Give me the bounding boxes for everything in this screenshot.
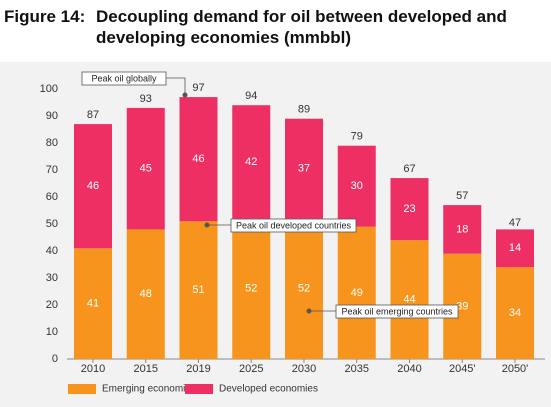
legend-label: Developed economies: [219, 384, 318, 395]
y-tick-label: 20: [46, 299, 58, 311]
bar-segment: [337, 145, 376, 227]
total-label: 94: [245, 90, 257, 102]
bar-segment: [179, 97, 218, 222]
annotation: Peak oil developed countries: [236, 220, 352, 230]
y-tick-label: 80: [46, 137, 58, 149]
value-label: 30: [351, 180, 363, 192]
value-label: 46: [87, 180, 99, 192]
y-tick-label: 10: [46, 326, 58, 338]
x-tick-label: 2019: [186, 363, 210, 375]
y-tick-label: 70: [46, 164, 58, 176]
x-tick-label: 2015: [134, 363, 158, 375]
annotation-leader: [166, 77, 186, 95]
value-label: 52: [298, 283, 310, 295]
annotation-dot: [182, 92, 188, 98]
annotation-dot: [204, 222, 210, 228]
bar-segment: [126, 229, 165, 359]
y-tick-label: 100: [40, 83, 58, 95]
bar-segment: [126, 107, 165, 230]
y-tick-label: 30: [46, 272, 58, 284]
annotation: Peak oil globally: [91, 73, 157, 83]
value-label: 48: [140, 288, 152, 300]
bar-segment: [443, 205, 482, 254]
y-tick-label: 50: [46, 218, 58, 230]
legend-label: Emerging economies: [102, 384, 196, 395]
annotation-dot: [306, 308, 312, 314]
bar-segment: [496, 267, 534, 359]
chart-title: Decoupling demand for oil between develo…: [96, 7, 507, 47]
x-tick-label: 2010: [81, 363, 105, 375]
total-label: 97: [192, 82, 204, 94]
value-label: 39: [456, 300, 468, 312]
annotation-box: [81, 71, 167, 86]
total-label: 47: [509, 217, 521, 229]
value-label: 41: [87, 298, 99, 310]
legend-swatch: [68, 384, 96, 394]
bar-segment: [232, 105, 271, 219]
value-label: 44: [403, 294, 415, 306]
bar-segment: [390, 240, 429, 359]
annotation-box: [335, 304, 459, 319]
bar-segment: [74, 248, 112, 359]
bar-segment: [285, 118, 323, 219]
x-tick-label: 2040: [397, 363, 421, 375]
total-label: 89: [298, 104, 310, 116]
y-tick-label: 60: [46, 191, 58, 203]
total-label: 87: [87, 109, 99, 121]
x-tick-label: 2030: [292, 363, 316, 375]
bar-segment: [496, 229, 534, 268]
value-label: 49: [351, 287, 363, 299]
value-label: 45: [140, 163, 152, 175]
y-tick-label: 40: [46, 245, 58, 257]
value-label: 51: [192, 284, 204, 296]
value-label: 34: [509, 307, 521, 319]
x-tick-label: 2050': [502, 363, 529, 375]
bar-segment: [232, 218, 271, 359]
bar-segment: [390, 178, 429, 241]
legend-swatch: [185, 384, 213, 394]
x-tick-label: 2045': [449, 363, 476, 375]
header: Figure 14: Decoupling demand for oil bet…: [4, 6, 544, 48]
y-tick-label: 0: [52, 353, 58, 365]
value-label: 37: [298, 163, 310, 175]
annotation: Peak oil emerging countries: [341, 306, 453, 316]
total-label: 93: [140, 93, 152, 105]
annotation-box: [230, 218, 357, 233]
value-label: 23: [403, 203, 415, 215]
total-label: 67: [403, 163, 415, 175]
y-tick-label: 90: [46, 110, 58, 122]
bar-segment: [337, 226, 376, 359]
value-label: 18: [456, 223, 468, 235]
x-tick-label: 2025: [239, 363, 263, 375]
value-label: 14: [509, 242, 521, 254]
bar-segment: [74, 124, 112, 249]
x-tick-label: 2035: [345, 363, 369, 375]
bar-segment: [179, 221, 218, 359]
total-label: 57: [456, 190, 468, 202]
figure-label: Figure 14:: [4, 7, 86, 26]
value-label: 42: [245, 156, 257, 168]
total-label: 79: [351, 131, 363, 143]
value-label: 46: [192, 153, 204, 165]
bar-segment: [285, 218, 323, 359]
value-label: 52: [245, 283, 257, 295]
